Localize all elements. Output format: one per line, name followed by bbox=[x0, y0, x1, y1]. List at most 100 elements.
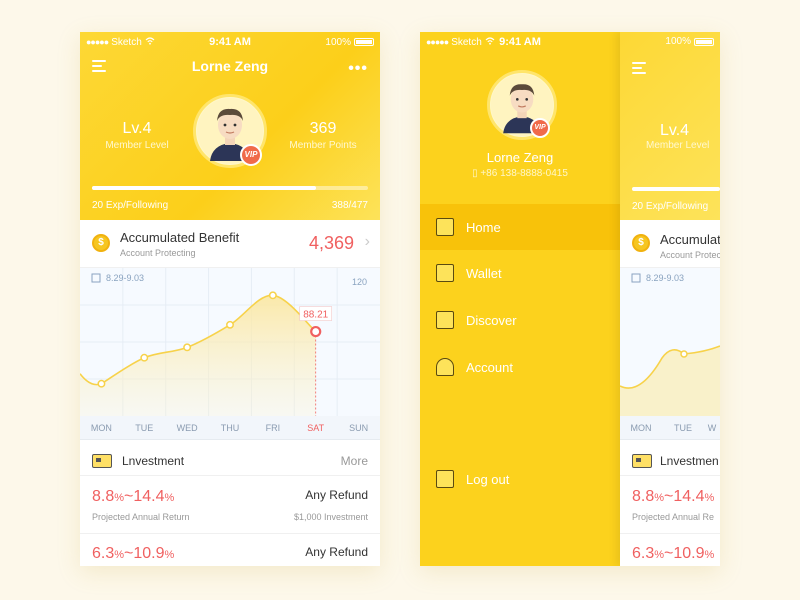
accumulated-benefit-row[interactable]: $ Accumulated Benefit Account Protecting… bbox=[80, 220, 380, 268]
member-points-label: Member Points bbox=[289, 140, 357, 151]
carrier-label: Sketch bbox=[111, 36, 142, 48]
main-content-peek[interactable]: 100% Lv.4 Member Level 20 Exp/Following … bbox=[620, 32, 720, 566]
peek-benefit-title: Accumulat bbox=[660, 232, 720, 247]
signal-icon: ●●●●● bbox=[426, 37, 449, 47]
chart-point bbox=[97, 379, 106, 388]
peek-investment-row: 6.3%~10.9% bbox=[632, 545, 715, 562]
wifi-icon bbox=[485, 36, 495, 48]
exp-label: 20 Exp/Following bbox=[92, 200, 169, 211]
page-title: Lorne Zeng bbox=[191, 58, 269, 74]
chart-point bbox=[183, 343, 192, 352]
chart-x-tick: SAT bbox=[307, 423, 325, 433]
peek-date-range: 8.29-9.03 bbox=[646, 273, 684, 283]
peek-level-value: Lv.4 bbox=[660, 122, 690, 139]
peek-level-label: Member Level bbox=[646, 140, 710, 151]
peek-investment-header: Lnvestmen bbox=[620, 446, 720, 476]
chart-ymax-label: 120 bbox=[352, 277, 367, 287]
status-bar: ●●●●● Sketch 9:41 AM 100% bbox=[80, 32, 380, 52]
status-time: 9:41 AM bbox=[209, 36, 251, 48]
menu-item-wallet[interactable]: Wallet bbox=[420, 250, 620, 296]
drawer-phone-number: ▯ +86 138-8888-0415 bbox=[472, 168, 568, 179]
peek-benefit-sub: Account Protec bbox=[660, 250, 720, 260]
signal-icon: ●●●●● bbox=[86, 37, 109, 47]
chart-date-range: 8.29-9.03 bbox=[91, 273, 144, 283]
vip-badge: VIP bbox=[240, 144, 262, 166]
member-points: 369 Member Points bbox=[278, 120, 368, 151]
benefit-title: Accumulated Benefit bbox=[120, 230, 240, 245]
exp-progress-fill bbox=[92, 186, 317, 190]
exp-row: 20 Exp/Following 388/477 bbox=[92, 200, 368, 211]
menu-icon[interactable] bbox=[92, 60, 106, 72]
menu-item-discover[interactable]: Discover bbox=[420, 297, 620, 343]
card-icon bbox=[92, 454, 112, 468]
chart-point bbox=[226, 320, 234, 329]
menu-item-label: Wallet bbox=[466, 265, 502, 281]
chart-highlight-label: 88.21 bbox=[299, 306, 333, 321]
investment-rate: 6.3%~10.9% bbox=[92, 545, 175, 562]
chart-x-tick: FRI bbox=[265, 423, 281, 433]
exp-count: 388/477 bbox=[331, 200, 368, 211]
coin-icon: $ bbox=[632, 234, 650, 252]
chart-x-tick: MON bbox=[90, 423, 112, 433]
investment-rate-label: Projected Annual Return bbox=[92, 512, 190, 522]
status-time: 9:41 AM bbox=[499, 36, 541, 48]
benefit-subtitle: Account Protecting bbox=[120, 248, 196, 258]
investment-rate: 8.8%~14.4% bbox=[92, 488, 175, 505]
peek-days: MON TUE W bbox=[620, 416, 720, 440]
profile-screen: ●●●●● Sketch 9:41 AM 100% Lorne Zeng •••… bbox=[80, 32, 380, 566]
peek-investment-title: Lnvestmen bbox=[660, 454, 719, 468]
chart-point bbox=[268, 291, 277, 300]
chart-x-tick: WED bbox=[176, 423, 198, 433]
card-icon bbox=[632, 454, 652, 468]
vip-badge: VIP bbox=[530, 118, 550, 138]
peek-progress bbox=[632, 187, 720, 191]
peek-chart: 8.29-9.03 bbox=[620, 268, 720, 416]
chart-x-tick: TUE bbox=[135, 423, 154, 433]
menu-item-home[interactable]: Home bbox=[420, 204, 620, 250]
member-points-value: 369 bbox=[309, 120, 337, 137]
account-icon bbox=[436, 358, 454, 376]
chart-point bbox=[140, 353, 149, 362]
side-drawer: ●●●●● Sketch 9:41 AM VIP Lorne Zeng bbox=[420, 32, 620, 566]
wifi-icon bbox=[145, 36, 155, 48]
investment-row[interactable]: 6.3%~10.9% Any Refund bbox=[80, 535, 380, 566]
battery-percent: 100% bbox=[325, 36, 351, 48]
battery-icon bbox=[354, 38, 374, 46]
chart-highlight-value: 88.21 bbox=[303, 310, 328, 321]
profile-header: ●●●●● Sketch 9:41 AM 100% Lorne Zeng •••… bbox=[80, 32, 380, 220]
peek-header: 100% Lv.4 Member Level 20 Exp/Following bbox=[620, 32, 720, 220]
exp-progress-bar bbox=[92, 186, 368, 190]
more-options-icon[interactable]: ••• bbox=[348, 60, 368, 77]
logout-button[interactable]: Log out bbox=[420, 456, 620, 502]
investment-header: Lnvestment More bbox=[80, 446, 380, 476]
more-link[interactable]: More bbox=[340, 454, 368, 468]
peek-investment-row: 8.8%~14.4% Projected Annual Re bbox=[620, 478, 720, 534]
investment-row[interactable]: 8.8%~14.4% Projected Annual Return Any R… bbox=[80, 478, 380, 534]
chart-point bbox=[310, 325, 322, 338]
member-level-label: Member Level bbox=[105, 140, 169, 151]
mobile-icon: ▯ bbox=[472, 168, 481, 179]
chart-x-tick: THU bbox=[220, 423, 240, 433]
investment-title: Lnvestment bbox=[122, 454, 185, 468]
battery-icon bbox=[694, 37, 714, 46]
battery-percent: 100% bbox=[665, 36, 691, 47]
logout-icon bbox=[436, 470, 454, 488]
menu-item-label: Home bbox=[466, 219, 501, 235]
wallet-icon bbox=[436, 264, 454, 282]
peek-benefit: $ Accumulat Account Protec bbox=[620, 220, 720, 268]
menu-item-account[interactable]: Account bbox=[420, 344, 620, 390]
peek-exp-label: 20 Exp/Following bbox=[632, 201, 709, 212]
chevron-right-icon[interactable]: › bbox=[364, 233, 370, 250]
member-level: Lv.4 Member Level bbox=[92, 120, 182, 151]
benefit-value: 4,369 bbox=[308, 233, 354, 253]
chart-svg: 8.29-9.03 120 88.21 bbox=[80, 268, 380, 416]
drawer-user-name: Lorne Zeng bbox=[486, 150, 554, 165]
coin-icon: $ bbox=[92, 234, 110, 252]
chart-x-axis: MON TUE WED THU FRI SAT SUN bbox=[80, 416, 380, 440]
investment-refund: Any Refund bbox=[305, 488, 368, 502]
menu-item-label: Account bbox=[466, 359, 513, 375]
benefit-chart: 8.29-9.03 120 88.21 bbox=[80, 268, 380, 416]
logout-label: Log out bbox=[466, 471, 510, 487]
menu-item-label: Discover bbox=[466, 312, 517, 328]
menu-icon[interactable] bbox=[632, 62, 646, 74]
